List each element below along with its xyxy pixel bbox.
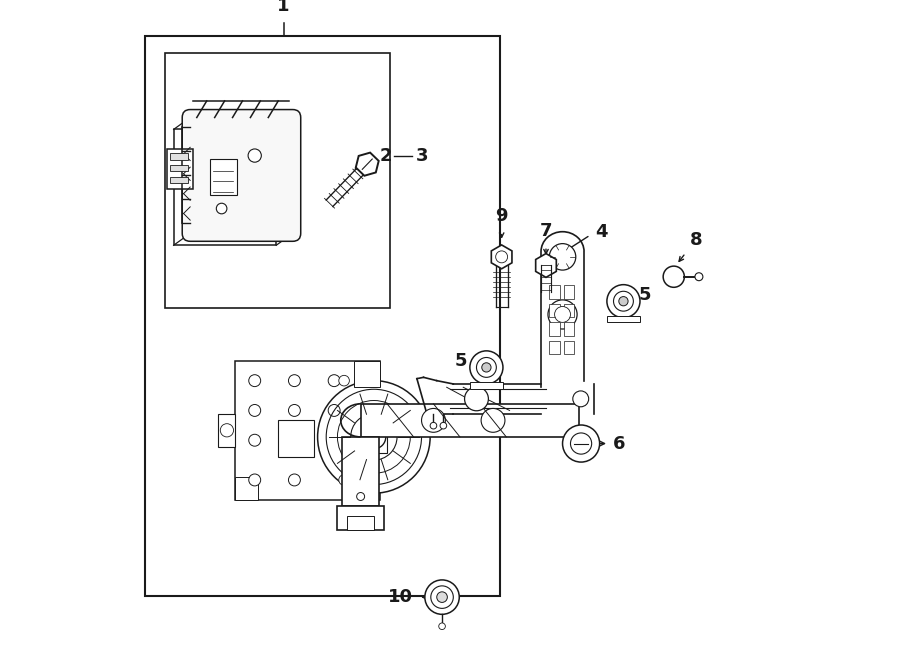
Bar: [549, 341, 560, 354]
Bar: [338, 506, 383, 530]
Bar: [563, 304, 574, 317]
Bar: [549, 322, 560, 336]
Polygon shape: [536, 254, 556, 277]
Circle shape: [338, 475, 349, 485]
Circle shape: [318, 381, 430, 493]
Text: 5: 5: [639, 286, 652, 305]
Bar: [354, 361, 381, 387]
Circle shape: [438, 623, 446, 630]
Circle shape: [248, 434, 261, 446]
Bar: [361, 404, 579, 437]
Bar: [342, 437, 379, 506]
Circle shape: [289, 404, 301, 416]
Circle shape: [289, 375, 301, 387]
Circle shape: [562, 425, 599, 462]
Bar: [146, 36, 500, 596]
Bar: [549, 285, 560, 299]
Circle shape: [476, 357, 496, 377]
Bar: [166, 53, 391, 308]
Bar: [278, 420, 314, 457]
Polygon shape: [491, 245, 512, 269]
Text: 8: 8: [689, 231, 702, 249]
Bar: [347, 516, 374, 530]
Bar: [361, 407, 387, 453]
Text: 10: 10: [388, 588, 413, 606]
Bar: [167, 149, 194, 189]
Circle shape: [248, 375, 261, 387]
Circle shape: [216, 203, 227, 214]
Circle shape: [554, 307, 571, 322]
Circle shape: [496, 251, 508, 263]
Text: 3: 3: [416, 147, 428, 166]
Circle shape: [663, 266, 684, 287]
Text: 1: 1: [277, 0, 290, 15]
Text: 7: 7: [540, 222, 553, 240]
Bar: [235, 361, 381, 500]
Bar: [219, 414, 235, 447]
Circle shape: [421, 408, 446, 432]
Bar: [235, 477, 258, 500]
Bar: [563, 285, 574, 299]
Circle shape: [338, 375, 349, 386]
Bar: [549, 304, 560, 317]
FancyBboxPatch shape: [182, 110, 301, 242]
Circle shape: [356, 493, 365, 500]
Bar: [563, 322, 574, 336]
Circle shape: [248, 404, 261, 416]
Circle shape: [470, 351, 503, 384]
Circle shape: [289, 474, 301, 486]
Bar: [170, 177, 187, 183]
Bar: [210, 159, 237, 195]
Circle shape: [464, 387, 489, 410]
Circle shape: [572, 391, 589, 406]
Circle shape: [248, 474, 261, 486]
Circle shape: [328, 375, 340, 387]
Text: 2: 2: [379, 147, 392, 166]
Circle shape: [619, 297, 628, 306]
Text: 9: 9: [495, 207, 508, 225]
Bar: [170, 153, 187, 160]
Circle shape: [549, 244, 576, 270]
Circle shape: [548, 300, 577, 329]
Circle shape: [571, 433, 591, 454]
Bar: [174, 130, 276, 246]
Circle shape: [328, 404, 340, 416]
Circle shape: [431, 586, 454, 608]
Circle shape: [482, 408, 505, 432]
Text: 6: 6: [613, 434, 626, 453]
Circle shape: [614, 291, 634, 311]
Circle shape: [425, 580, 459, 614]
Circle shape: [430, 422, 436, 429]
Circle shape: [695, 273, 703, 281]
Text: 4: 4: [596, 222, 608, 241]
Circle shape: [436, 592, 447, 602]
Circle shape: [248, 149, 261, 162]
Circle shape: [607, 285, 640, 318]
Bar: [470, 382, 503, 389]
Circle shape: [289, 434, 301, 446]
Circle shape: [482, 363, 491, 372]
Polygon shape: [356, 153, 379, 175]
Circle shape: [220, 424, 233, 437]
Bar: [607, 316, 640, 322]
Text: 5: 5: [454, 352, 467, 371]
Bar: [170, 165, 187, 171]
Bar: [563, 341, 574, 354]
Circle shape: [440, 422, 446, 429]
